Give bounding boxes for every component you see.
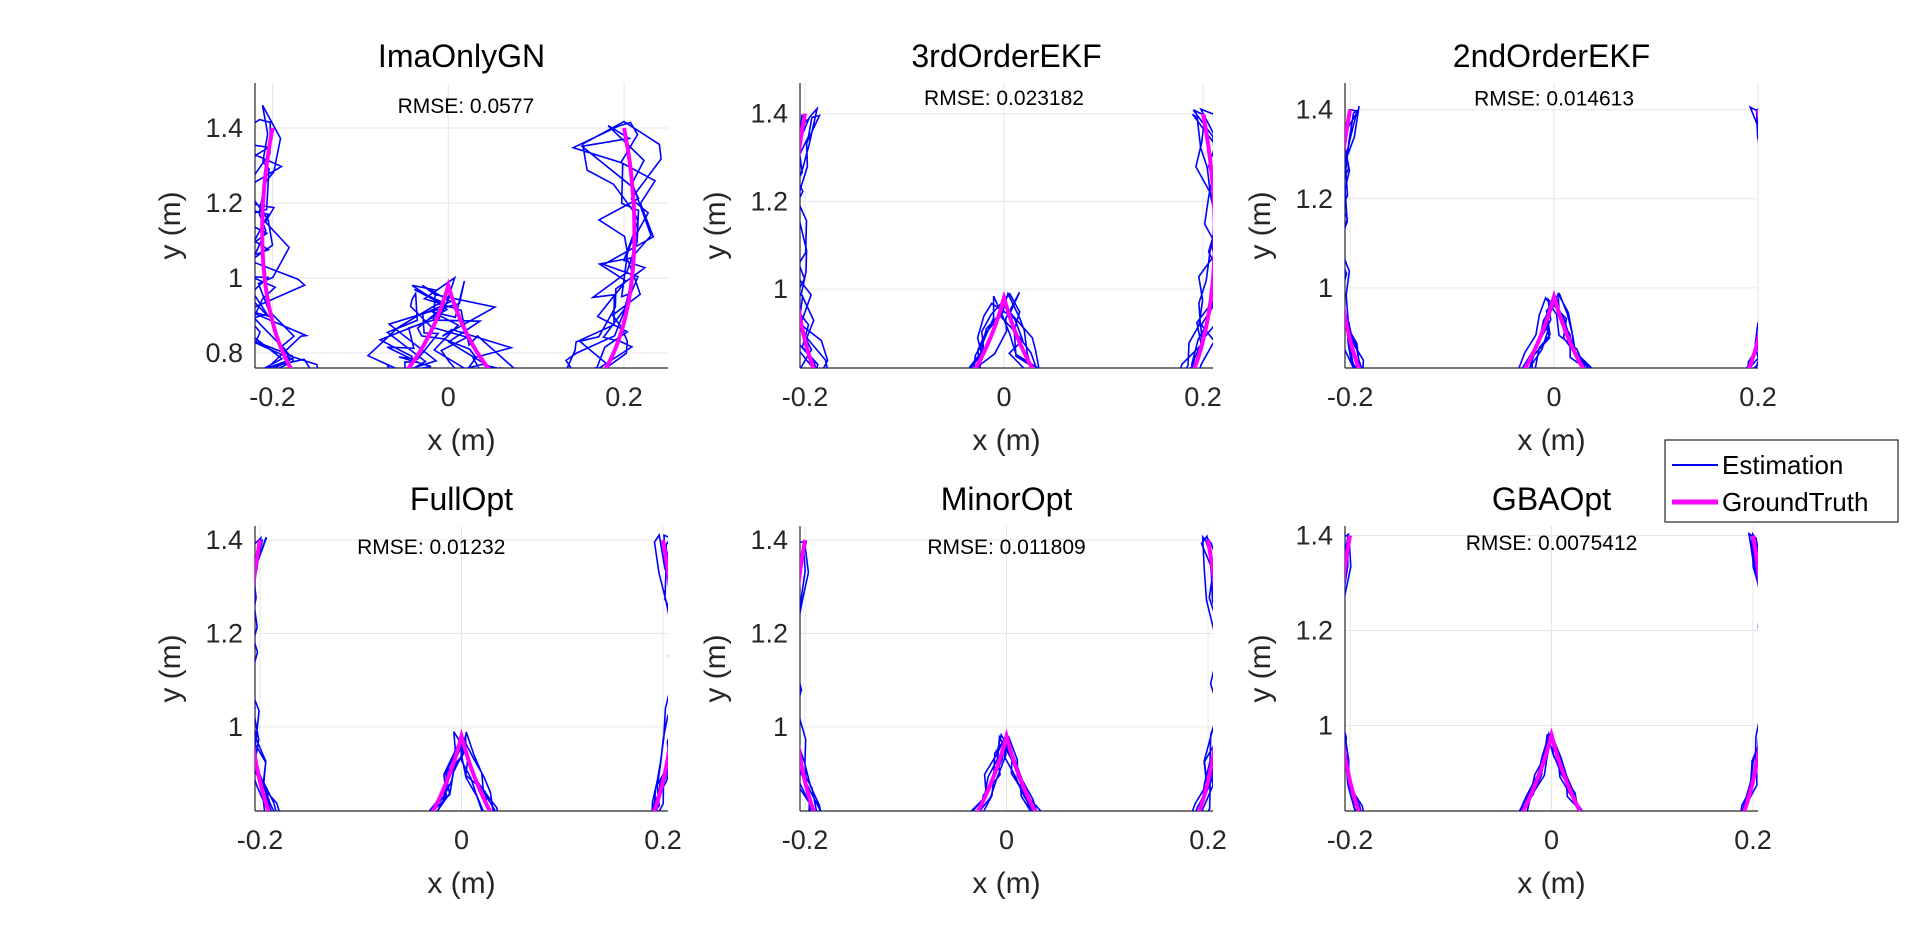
y-tick-label: 1 [228,263,243,293]
y-axis-label: y (m) [699,634,732,702]
y-tick-label: 1.4 [750,99,788,129]
plot-area [255,532,668,811]
legend: Estimation GroundTruth [1664,439,1899,523]
x-tick-label: -0.2 [249,382,296,412]
series-ground-truth [255,539,668,811]
subplot-fullopt: -0.2 0 0.2 1 1.2 1.4 x (m) y (m) FullOpt RMSE: 0.… [154,481,682,900]
y-tick-label: 1.2 [750,186,788,216]
y-tick-label: 1.4 [205,113,243,143]
subplot-title: 2ndOrderEKF [1453,38,1650,74]
y-tick-label: 1 [1318,711,1333,741]
y-tick-label: 1.2 [750,618,788,648]
y-axis-label: y (m) [1244,634,1277,702]
subplot-minoropt: -0.2 0 0.2 1 1.2 1.4 x (m) y (m) MinorOpt RMSE: 0… [699,481,1227,900]
subplot-title: GBAOpt [1492,481,1611,517]
legend-box [1664,439,1899,523]
y-tick-label: 1.2 [1295,184,1333,214]
x-tick-label: 0 [999,825,1014,855]
series-ground-truth [800,113,1213,368]
x-tick-label: 0.2 [1734,825,1772,855]
series-ground-truth [1345,109,1758,368]
y-tick-label: 1 [773,274,788,304]
x-axis-label: x (m) [1517,424,1585,457]
y-axis-label: y (m) [1244,191,1277,259]
x-tick-label: -0.2 [1327,382,1374,412]
x-tick-label: 0 [1544,825,1559,855]
series-ground-truth [1345,535,1758,811]
x-axis-label: x (m) [1517,867,1585,900]
y-tick-label: 1.4 [205,525,243,555]
rmse-annotation: RMSE: 0.014613 [1474,87,1634,110]
subplot-3rdorderekf: -0.2 0 0.2 1 1.2 1.4 x (m) y (m) 3rdOrderEKF RMSE… [699,38,1222,457]
x-tick-label: 0 [441,382,456,412]
plot-area [800,534,1213,811]
subplots: -0.2 0 0.2 0.8 1 1.2 1.4 x (m) y (m) ImaOnlyGN RMS… [154,38,1777,900]
y-tick-label: 1.4 [750,525,788,555]
x-axis-label: x (m) [972,424,1040,457]
x-tick-label: 0 [996,382,1011,412]
y-tick-label: 1.4 [1295,95,1333,125]
x-tick-label: -0.2 [1327,825,1374,855]
y-axis-label: y (m) [154,191,187,259]
series-ground-truth [260,127,637,368]
rmse-annotation: RMSE: 0.0075412 [1466,532,1638,555]
x-axis-label: x (m) [427,867,495,900]
plot-area [255,104,662,368]
y-tick-label: 1.2 [1295,616,1333,646]
y-tick-label: 1.4 [1295,521,1333,551]
subplot-imaonlygn: -0.2 0 0.2 0.8 1 1.2 1.4 x (m) y (m) ImaOnlyGN RMS… [154,38,668,457]
series-estimation [800,105,1213,368]
y-tick-label: 1 [1318,273,1333,303]
subplot-gbaopt: -0.2 0 0.2 1 1.2 1.4 x (m) y (m) GBAOpt RMSE: 0.0… [1244,481,1772,900]
y-tick-label: 1 [773,712,788,742]
rmse-annotation: RMSE: 0.023182 [924,87,1084,110]
rmse-annotation: RMSE: 0.01232 [357,536,505,559]
y-axis-label: y (m) [699,191,732,259]
x-tick-label: 0.2 [1184,382,1222,412]
rmse-annotation: RMSE: 0.0577 [398,95,535,118]
x-tick-label: -0.2 [782,825,829,855]
y-axis-label: y (m) [154,634,187,702]
series-estimation [255,532,668,811]
x-tick-label: 0 [1547,382,1562,412]
x-tick-label: -0.2 [782,382,829,412]
x-tick-label: 0.2 [1739,382,1777,412]
y-tick-label: 1 [228,712,243,742]
x-tick-label: 0.2 [605,382,643,412]
subplot-title: 3rdOrderEKF [911,38,1101,74]
plot-area [800,105,1213,368]
x-tick-label: 0.2 [1189,825,1227,855]
plot-area [1345,105,1758,368]
legend-label-ground-truth: GroundTruth [1722,487,1868,517]
legend-label-estimation: Estimation [1722,450,1843,480]
plot-area [1345,531,1758,811]
rmse-annotation: RMSE: 0.011809 [927,536,1085,559]
subplot-2ndorderekf: -0.2 0 0.2 1 1.2 1.4 x (m) y (m) 2ndOrderEKF RMSE… [1244,38,1777,457]
y-tick-label: 0.8 [205,338,243,368]
series-estimation [255,104,662,368]
x-tick-label: 0 [454,825,469,855]
y-tick-label: 1.2 [205,188,243,218]
y-tick-label: 1.2 [205,618,243,648]
x-axis-label: x (m) [427,424,495,457]
x-tick-label: -0.2 [237,825,284,855]
subplot-title: ImaOnlyGN [378,38,545,74]
x-axis-label: x (m) [972,867,1040,900]
subplot-title: FullOpt [410,481,513,517]
x-tick-label: 0.2 [644,825,682,855]
series-ground-truth [800,539,1213,811]
subplot-title: MinorOpt [941,481,1073,517]
